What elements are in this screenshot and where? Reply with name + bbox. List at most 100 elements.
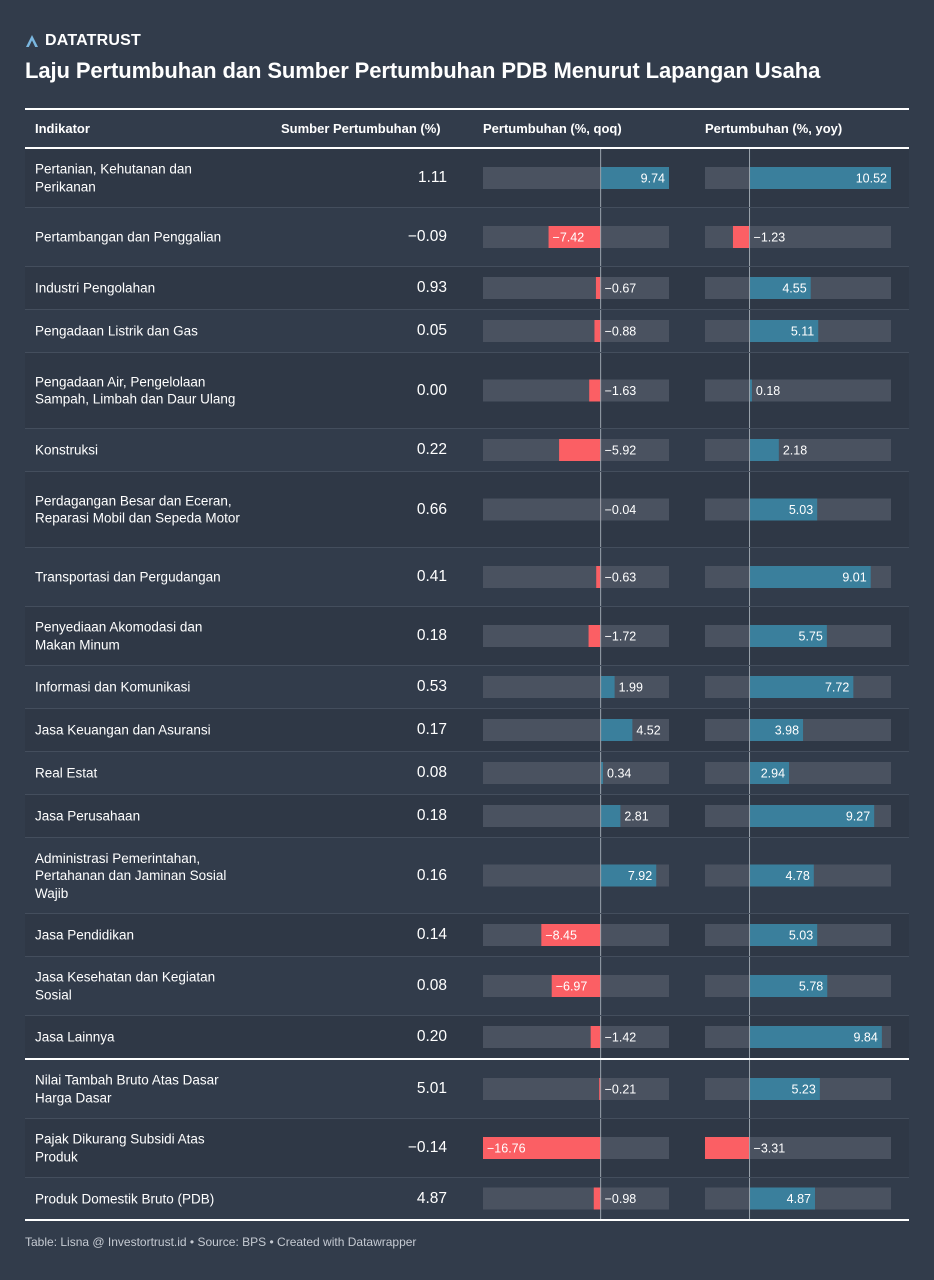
row-source-value: 0.17 [416, 721, 447, 738]
table-row: Real Estat 0.08 0.34 2.94 [25, 752, 909, 795]
yoy-bar [749, 924, 818, 946]
yoy-value-label: 4.55 [782, 282, 806, 296]
yoy-value-label: 2.18 [783, 444, 807, 458]
yoy-value-label: 5.03 [789, 503, 813, 517]
page-title: Laju Pertumbuhan dan Sumber Pertumbuhan … [25, 58, 821, 83]
table-row: Jasa Kesehatan dan Kegiatan Sosial 0.08 −6… [25, 957, 909, 1016]
row-bars: −0.04 5.03 [483, 472, 891, 547]
qoq-track [483, 379, 669, 402]
row-indicator-name: Produk Domestik Bruto (PDB) [35, 1190, 215, 1206]
row-indicator-name: Pengadaan Listrik dan Gas [35, 323, 198, 339]
table-row: Informasi dan Komunikasi 0.53 1.99 7.72 [25, 666, 909, 709]
yoy-bar [749, 805, 875, 827]
qoq-track [483, 1187, 669, 1210]
yoy-bar [749, 320, 819, 342]
row-bars: 4.52 3.98 [483, 709, 891, 751]
yoy-bar [749, 1026, 882, 1048]
yoy-bar [749, 1078, 820, 1100]
yoy-value-label: 5.03 [789, 929, 813, 943]
qoq-bar [590, 1026, 601, 1048]
row-bars: −1.72 5.75 [483, 607, 891, 665]
summary-separator [25, 1058, 909, 1060]
yoy-track [705, 1137, 891, 1159]
row-indicator-name: Pengadaan Air, Pengelolaan Sampah, Limba… [35, 374, 236, 407]
yoy-value-label: 0.18 [756, 384, 780, 398]
yoy-value-label: 2.94 [761, 767, 785, 781]
row-indicator-name: Konstruksi [35, 442, 99, 458]
yoy-bar [749, 498, 818, 521]
row-bars: −0.63 9.01 [483, 548, 891, 606]
yoy-bar [749, 439, 779, 461]
table-row: Jasa Lainnya 0.20 −1.42 9.84 [25, 1016, 909, 1058]
qoq-value-label: −0.98 [605, 1192, 637, 1206]
header-yoy[interactable]: Pertumbuhan (%, yoy) [705, 121, 843, 136]
header-qoq[interactable]: Pertumbuhan (%, qoq) [483, 121, 622, 136]
row-source-value: −0.09 [407, 228, 447, 245]
header-rule [25, 147, 909, 149]
qoq-value-label: 1.99 [619, 681, 643, 695]
row-source-value: 1.11 [417, 169, 447, 186]
row-indicator-name: Real Estat [35, 765, 98, 781]
row-indicator-name: Pajak Dikurang Subsidi Atas Produk [35, 1131, 205, 1165]
yoy-value-label: 9.01 [842, 571, 866, 585]
table-row: Jasa Pendidikan 0.14 −8.45 5.03 [25, 914, 909, 957]
row-source-value: 0.93 [416, 279, 447, 296]
row-indicator-name: Jasa Lainnya [35, 1029, 115, 1045]
qoq-value-label: −5.92 [605, 444, 637, 458]
row-bars: 9.74 10.52 [483, 149, 891, 207]
row-source-value: 0.16 [416, 866, 447, 884]
row-indicator-name: Jasa Kesehatan dan Kegiatan Sosial [35, 969, 216, 1003]
yoy-bar [749, 277, 811, 299]
qoq-bar [600, 167, 669, 189]
qoq-bar [599, 1078, 601, 1100]
row-bars: 7.92 4.78 [483, 838, 891, 913]
qoq-bar [588, 625, 601, 647]
row-indicator-name: Pertambangan dan Penggalian [35, 229, 222, 245]
row-bars: −1.42 9.84 [483, 1016, 891, 1058]
qoq-value-label: 4.52 [636, 724, 660, 738]
qoq-bar [559, 439, 601, 461]
table-row: Pertanian, Kehutanan dan Perikanan 1.11 9.… [25, 149, 909, 208]
yoy-bar [749, 719, 804, 741]
qoq-value-label: −0.63 [605, 571, 637, 585]
yoy-bar [749, 1187, 816, 1210]
yoy-value-label: 5.75 [799, 630, 823, 644]
qoq-bar [596, 566, 601, 588]
qoq-value-label: −7.42 [553, 231, 585, 245]
qoq-value-label: −0.04 [605, 503, 637, 517]
table-row: Industri Pengolahan 0.93 −0.67 4.55 [25, 267, 909, 310]
row-bars: −0.67 4.55 [483, 267, 891, 309]
yoy-value-label: 9.84 [854, 1031, 878, 1045]
row-source-value: 0.00 [416, 381, 447, 399]
table-row: Nilai Tambah Bruto Atas Dasar Harga Dasa… [25, 1060, 909, 1119]
row-source-value: 5.01 [416, 1080, 447, 1097]
row-source-value: 0.18 [416, 807, 447, 824]
yoy-value-label: 3.98 [775, 724, 799, 738]
row-bars: −5.92 2.18 [483, 429, 891, 471]
row-indicator-name: Jasa Keuangan dan Asuransi [35, 722, 211, 738]
yoy-bar [749, 625, 827, 647]
qoq-track [483, 566, 669, 588]
header-source[interactable]: Sumber Pertumbuhan (%) [281, 121, 441, 136]
qoq-track [483, 762, 669, 784]
row-source-value: 0.41 [416, 568, 447, 585]
header-indicator[interactable]: Indikator [35, 121, 90, 136]
qoq-value-label: 7.92 [628, 869, 652, 883]
qoq-value-label: −8.45 [545, 929, 577, 943]
qoq-bar [600, 864, 657, 887]
yoy-track [705, 226, 891, 248]
table-row: Penyediaan Akomodasi dan Makan Minum 0.18… [25, 607, 909, 666]
table-row: Perdagangan Besar dan Eceran, Reparasi M… [25, 472, 909, 548]
row-source-value: 0.14 [416, 926, 447, 943]
yoy-value-label: 5.23 [792, 1083, 816, 1097]
row-source-value: 0.20 [416, 1028, 447, 1045]
yoy-value-label: −1.23 [754, 231, 786, 245]
row-bars: −16.76 −3.31 [483, 1119, 891, 1177]
row-indicator-name: Industri Pengolahan [35, 280, 156, 296]
qoq-track [483, 805, 669, 827]
row-bars: −8.45 5.03 [483, 914, 891, 956]
yoy-value-label: 9.27 [846, 810, 870, 824]
qoq-track [483, 1026, 669, 1048]
qoq-value-label: 0.34 [607, 767, 631, 781]
qoq-value-label: −1.42 [605, 1031, 637, 1045]
